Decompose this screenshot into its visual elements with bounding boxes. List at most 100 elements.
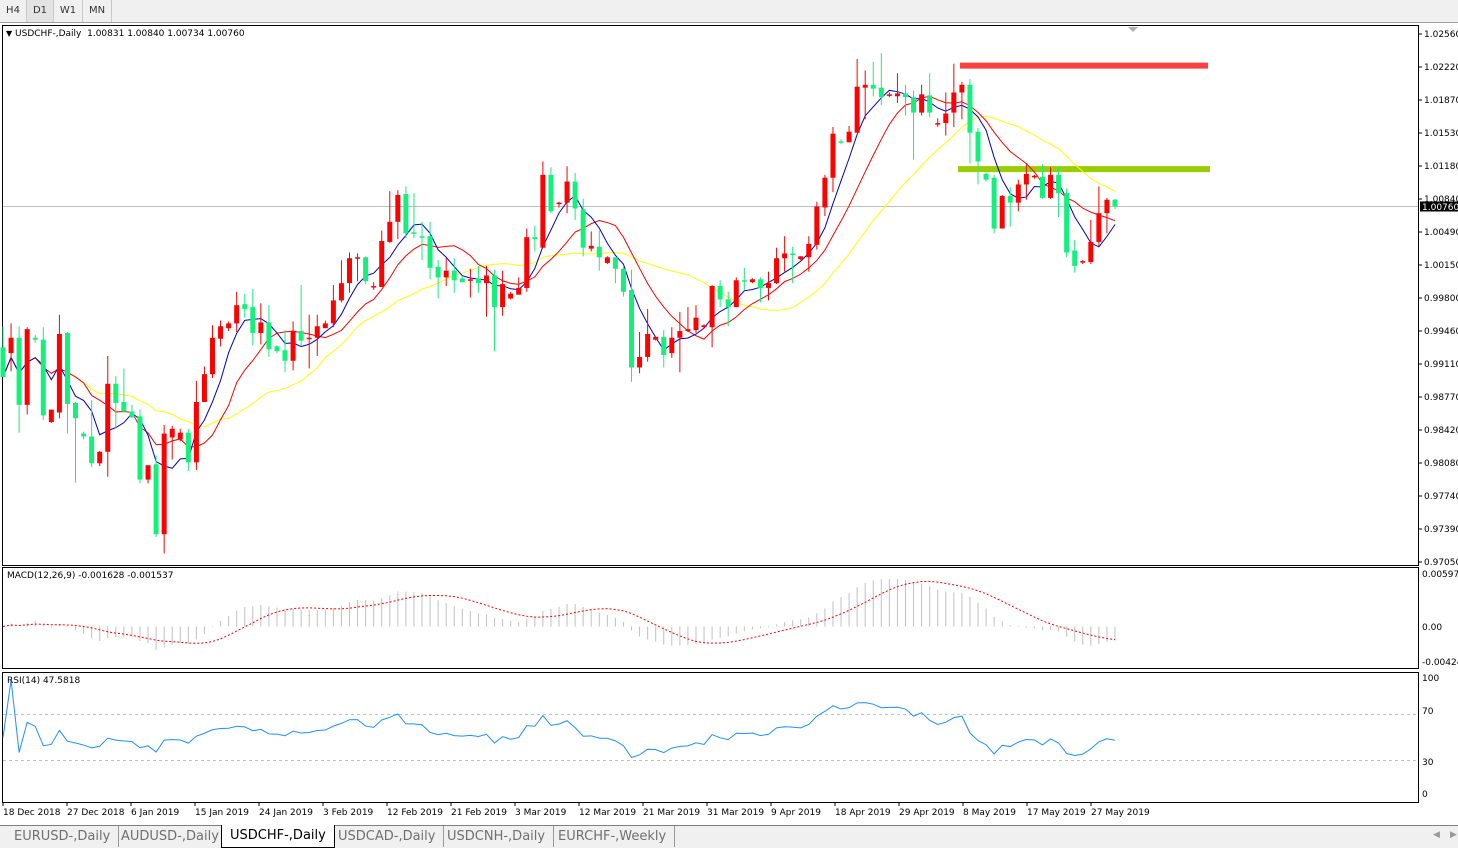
ma-mid-line: [2, 95, 1116, 448]
ask-marker-icon: [1128, 27, 1138, 32]
candle: [894, 73, 900, 103]
candle: [266, 305, 272, 357]
price-tick-label: 0.98420: [1424, 426, 1458, 436]
candle: [483, 265, 489, 317]
candle: [395, 190, 401, 240]
candle: [653, 336, 659, 341]
candle-body: [645, 333, 651, 357]
candle: [1064, 188, 1070, 258]
candle: [371, 282, 377, 290]
candle-body: [492, 275, 498, 308]
candle: [669, 327, 675, 358]
candle: [1031, 174, 1037, 179]
candle: [290, 321, 296, 371]
date-tick-label: 12 Mar 2019: [579, 808, 636, 818]
candle: [210, 325, 216, 379]
candle: [991, 174, 997, 234]
candle: [870, 61, 876, 97]
macd-axis-max: 0.00597: [1422, 570, 1458, 580]
candle-body: [32, 337, 38, 340]
price-tick-label: 0.98080: [1424, 459, 1458, 469]
candle-body: [467, 279, 473, 281]
candle: [435, 260, 441, 299]
candle: [193, 380, 199, 471]
date-tick-label: 3 Feb 2019: [323, 808, 374, 818]
candle-body: [886, 94, 892, 96]
candle: [282, 330, 288, 373]
scroll-left-icon[interactable]: ◀: [1433, 830, 1440, 840]
candle: [709, 285, 715, 348]
candle: [927, 73, 933, 118]
tab-eurchf[interactable]: EURCHF-,Weekly: [550, 826, 676, 847]
candle-body: [1023, 173, 1029, 185]
candle: [24, 327, 30, 415]
candle-body: [911, 97, 917, 113]
candle-body: [89, 436, 95, 464]
candle-body: [242, 304, 248, 310]
candle: [959, 81, 965, 120]
candle-body: [516, 287, 522, 295]
tab-audusd[interactable]: AUDUSD-,Daily: [113, 826, 228, 847]
candle-body: [193, 401, 199, 463]
candle-body: [766, 283, 772, 288]
candle: [177, 428, 183, 442]
candle: [234, 291, 240, 333]
candle: [1015, 179, 1021, 212]
timeframe-d1[interactable]: D1: [27, 0, 54, 22]
tab-usdcnh[interactable]: USDCNH-,Daily: [439, 826, 555, 847]
candle: [1080, 260, 1086, 264]
candle-body: [411, 232, 417, 234]
price-tick-label: 1.00490: [1424, 228, 1458, 238]
date-tick-label: 29 Apr 2019: [899, 808, 955, 818]
candle: [1096, 186, 1102, 247]
candle: [48, 409, 54, 424]
collapse-triangle-icon[interactable]: ▼: [6, 29, 13, 38]
candle-body: [757, 279, 763, 288]
candle-body: [620, 268, 626, 292]
candle: [1007, 187, 1013, 227]
price-tick-label: 1.01530: [1424, 129, 1458, 139]
tab-usdcad[interactable]: USDCAD-,Daily: [330, 826, 445, 847]
scroll-right-icon[interactable]: ▶: [1450, 830, 1457, 840]
candle-body: [338, 283, 344, 301]
candle-body: [48, 409, 54, 423]
candle-body: [814, 206, 820, 245]
tab-eurusd[interactable]: EURUSD-,Daily: [6, 826, 120, 847]
price-tick-label: 0.97050: [1424, 558, 1458, 568]
timeframe-toolbar: H4 D1 W1 MN: [0, 0, 1458, 23]
candle: [1088, 219, 1094, 264]
candle-body: [40, 339, 46, 416]
candle: [967, 79, 973, 164]
candle: [1112, 198, 1118, 209]
candle-body: [73, 402, 79, 419]
timeframe-mn[interactable]: MN: [83, 0, 112, 22]
candle-body: [951, 92, 957, 113]
candle-body: [379, 240, 385, 287]
date-tick-label: 27 Dec 2018: [67, 808, 125, 818]
candle: [693, 305, 699, 333]
price-tick-label: 0.98770: [1424, 393, 1458, 403]
candle-body: [427, 236, 433, 268]
candle: [975, 127, 981, 185]
candle-body: [717, 286, 723, 300]
candle: [790, 246, 796, 284]
candle-body: [556, 202, 562, 205]
timeframe-w1[interactable]: W1: [54, 0, 83, 22]
candle: [572, 172, 578, 220]
candle-body: [435, 266, 441, 278]
candle-body: [105, 383, 111, 452]
candle: [814, 201, 820, 250]
candle-body: [64, 332, 70, 404]
candle: [806, 236, 812, 272]
candle-body: [161, 433, 167, 535]
candle: [878, 53, 884, 105]
candle-body: [475, 278, 481, 284]
candle: [540, 161, 546, 248]
candle: [81, 431, 87, 440]
candle-body: [580, 209, 586, 248]
price-tick-label: 1.00150: [1424, 261, 1458, 271]
tab-usdchf[interactable]: USDCHF-,Daily: [221, 825, 335, 848]
current-price-badge: [1420, 201, 1458, 212]
timeframe-h4[interactable]: H4: [0, 0, 27, 22]
